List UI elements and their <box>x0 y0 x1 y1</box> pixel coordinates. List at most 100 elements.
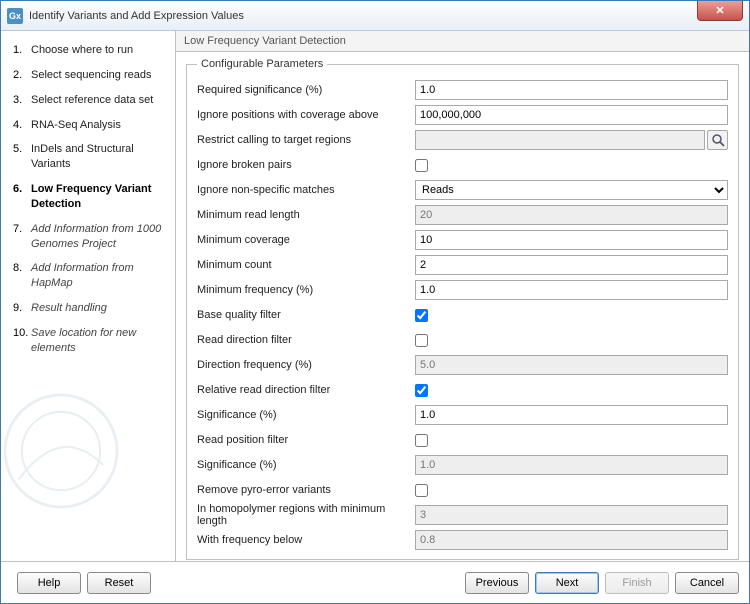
homopolymer_len-input <box>415 505 728 525</box>
param-control <box>415 280 728 300</box>
param-row-base_quality_filter: Base quality filter <box>197 303 728 327</box>
param-control <box>415 405 728 425</box>
wizard-step-4[interactable]: 4.RNA-Seq Analysis <box>13 118 167 133</box>
param-control <box>415 105 728 125</box>
wizard-step-10[interactable]: 10.Save location for new elements <box>13 326 167 356</box>
step-number: 6. <box>13 182 31 212</box>
wizard-step-6[interactable]: 6.Low Frequency Variant Detection <box>13 182 167 212</box>
window-title: Identify Variants and Add Expression Val… <box>29 10 244 22</box>
param-control <box>415 205 728 225</box>
param-control <box>415 255 728 275</box>
param-control <box>415 434 728 447</box>
step-number: 8. <box>13 261 31 291</box>
browse-icon <box>711 133 725 147</box>
base_quality_filter-checkbox[interactable] <box>415 309 428 322</box>
wizard-step-1[interactable]: 1.Choose where to run <box>13 43 167 58</box>
param-row-required_significance: Required significance (%) <box>197 78 728 102</box>
param-control <box>415 505 728 525</box>
step-number: 7. <box>13 222 31 252</box>
ignore_coverage_above-input[interactable] <box>415 105 728 125</box>
param-row-ignore_coverage_above: Ignore positions with coverage above <box>197 103 728 127</box>
param-row-restrict_regions: Restrict calling to target regions <box>197 128 728 152</box>
content-area: 1.Choose where to run 2.Select sequencing… <box>1 31 749 561</box>
param-label: Required significance (%) <box>197 84 415 96</box>
finish-button: Finish <box>605 572 669 594</box>
param-row-significance2: Significance (%) <box>197 453 728 477</box>
param-label: In homopolymer regions with minimum leng… <box>197 503 415 527</box>
remove_pyro-checkbox[interactable] <box>415 484 428 497</box>
main-panel: Low Frequency Variant Detection Configur… <box>176 31 749 561</box>
param-label: Minimum count <box>197 259 415 271</box>
param-row-read_direction_filter: Read direction filter <box>197 328 728 352</box>
param-row-read_position_filter: Read position filter <box>197 428 728 452</box>
param-row-remove_pyro: Remove pyro-error variants <box>197 478 728 502</box>
param-label: Minimum frequency (%) <box>197 284 415 296</box>
param-label: Minimum coverage <box>197 234 415 246</box>
param-control <box>415 230 728 250</box>
param-row-ignore_nonspecific: Ignore non-specific matchesReads <box>197 178 728 202</box>
restrict_regions-input <box>415 130 705 150</box>
wizard-step-9[interactable]: 9.Result handling <box>13 301 167 316</box>
param-control <box>415 384 728 397</box>
param-label: Significance (%) <box>197 459 415 471</box>
param-control <box>415 530 728 550</box>
param-control <box>415 334 728 347</box>
param-label: Remove pyro-error variants <box>197 484 415 496</box>
wizard-steps-sidebar: 1.Choose where to run 2.Select sequencing… <box>1 31 176 561</box>
significance2-input <box>415 455 728 475</box>
wizard-step-7[interactable]: 7.Add Information from 1000 Genomes Proj… <box>13 222 167 252</box>
significance1-input[interactable] <box>415 405 728 425</box>
read_direction_filter-checkbox[interactable] <box>415 334 428 347</box>
ignore_nonspecific-select[interactable]: Reads <box>415 180 728 200</box>
min_coverage-input[interactable] <box>415 230 728 250</box>
param-control <box>415 455 728 475</box>
param-label: Minimum read length <box>197 209 415 221</box>
step-number: 10. <box>13 326 31 356</box>
browse-button[interactable] <box>707 130 728 150</box>
group-legend: Configurable Parameters <box>197 58 327 70</box>
param-control <box>415 355 728 375</box>
step-label: Select reference data set <box>31 93 153 108</box>
help-button[interactable]: Help <box>17 572 81 594</box>
step-label: Select sequencing reads <box>31 68 151 83</box>
step-number: 5. <box>13 142 31 172</box>
wizard-step-2[interactable]: 2.Select sequencing reads <box>13 68 167 83</box>
param-row-freq_below: With frequency below <box>197 528 728 552</box>
min_frequency-input[interactable] <box>415 280 728 300</box>
params-scroll: Configurable Parameters Required signifi… <box>176 52 749 561</box>
rel_read_dir_filter-checkbox[interactable] <box>415 384 428 397</box>
titlebar: Gx Identify Variants and Add Expression … <box>1 1 749 31</box>
param-row-homopolymer_len: In homopolymer regions with minimum leng… <box>197 503 728 527</box>
step-label: Low Frequency Variant Detection <box>31 182 167 212</box>
close-button[interactable]: ✕ <box>697 1 743 21</box>
min_read_length-input <box>415 205 728 225</box>
param-row-min_count: Minimum count <box>197 253 728 277</box>
param-label: Restrict calling to target regions <box>197 134 415 146</box>
app-icon: Gx <box>7 8 23 24</box>
required_significance-input[interactable] <box>415 80 728 100</box>
wizard-step-3[interactable]: 3.Select reference data set <box>13 93 167 108</box>
param-control <box>415 309 728 322</box>
close-icon: ✕ <box>715 4 724 17</box>
param-label: Ignore positions with coverage above <box>197 109 415 121</box>
cancel-button[interactable]: Cancel <box>675 572 739 594</box>
min_count-input[interactable] <box>415 255 728 275</box>
reset-button[interactable]: Reset <box>87 572 151 594</box>
param-row-min_coverage: Minimum coverage <box>197 228 728 252</box>
step-number: 3. <box>13 93 31 108</box>
param-label: Direction frequency (%) <box>197 359 415 371</box>
read_position_filter-checkbox[interactable] <box>415 434 428 447</box>
param-control: Reads <box>415 180 728 200</box>
param-label: Relative read direction filter <box>197 384 415 396</box>
step-label: Choose where to run <box>31 43 133 58</box>
next-button[interactable]: Next <box>535 572 599 594</box>
ignore_broken_pairs-checkbox[interactable] <box>415 159 428 172</box>
previous-button[interactable]: Previous <box>465 572 529 594</box>
wizard-step-8[interactable]: 8.Add Information from HapMap <box>13 261 167 291</box>
step-label: Save location for new elements <box>31 326 167 356</box>
step-label: RNA-Seq Analysis <box>31 118 121 133</box>
step-label: Add Information from 1000 Genomes Projec… <box>31 222 167 252</box>
wizard-step-5[interactable]: 5.InDels and Structural Variants <box>13 142 167 172</box>
param-label: Base quality filter <box>197 309 415 321</box>
footer: Help Reset Previous Next Finish Cancel <box>1 561 749 603</box>
